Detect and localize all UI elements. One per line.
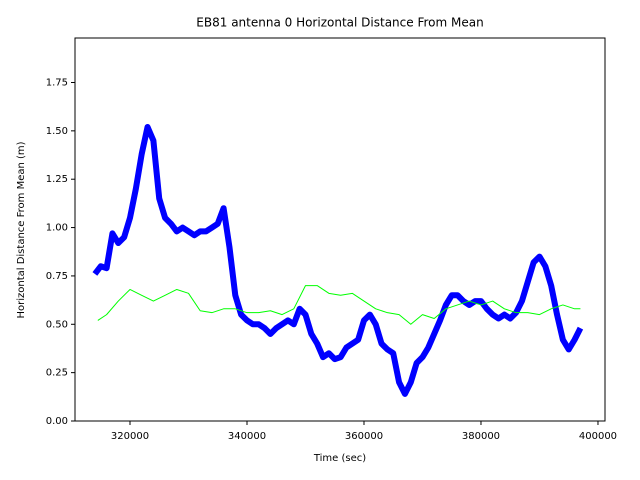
- data-line: [92, 123, 584, 397]
- y-tick-label: 1.75: [46, 77, 68, 88]
- chart-title: EB81 antenna 0 Horizontal Distance From …: [196, 16, 483, 30]
- y-tick-label: 0.00: [46, 416, 68, 427]
- x-tick-label: 400000: [579, 431, 617, 442]
- data-line: [97, 285, 581, 325]
- axes-frame: [74, 37, 606, 422]
- y-tick-label: 0.25: [46, 368, 68, 379]
- y-tick-label: 0.50: [46, 319, 68, 330]
- y-tick-label: 0.75: [46, 271, 68, 282]
- y-tick-label: 1.00: [46, 223, 68, 234]
- y-axis-label: Horizontal Distance From Mean (m): [16, 141, 27, 318]
- y-tick-label: 1.50: [46, 126, 68, 137]
- y-tick-label: 1.25: [46, 174, 68, 185]
- x-tick-label: 360000: [345, 431, 383, 442]
- x-tick-label: 340000: [228, 431, 266, 442]
- x-tick-label: 320000: [111, 431, 149, 442]
- x-axis-label: Time (sec): [313, 453, 366, 464]
- x-tick-label: 380000: [462, 431, 500, 442]
